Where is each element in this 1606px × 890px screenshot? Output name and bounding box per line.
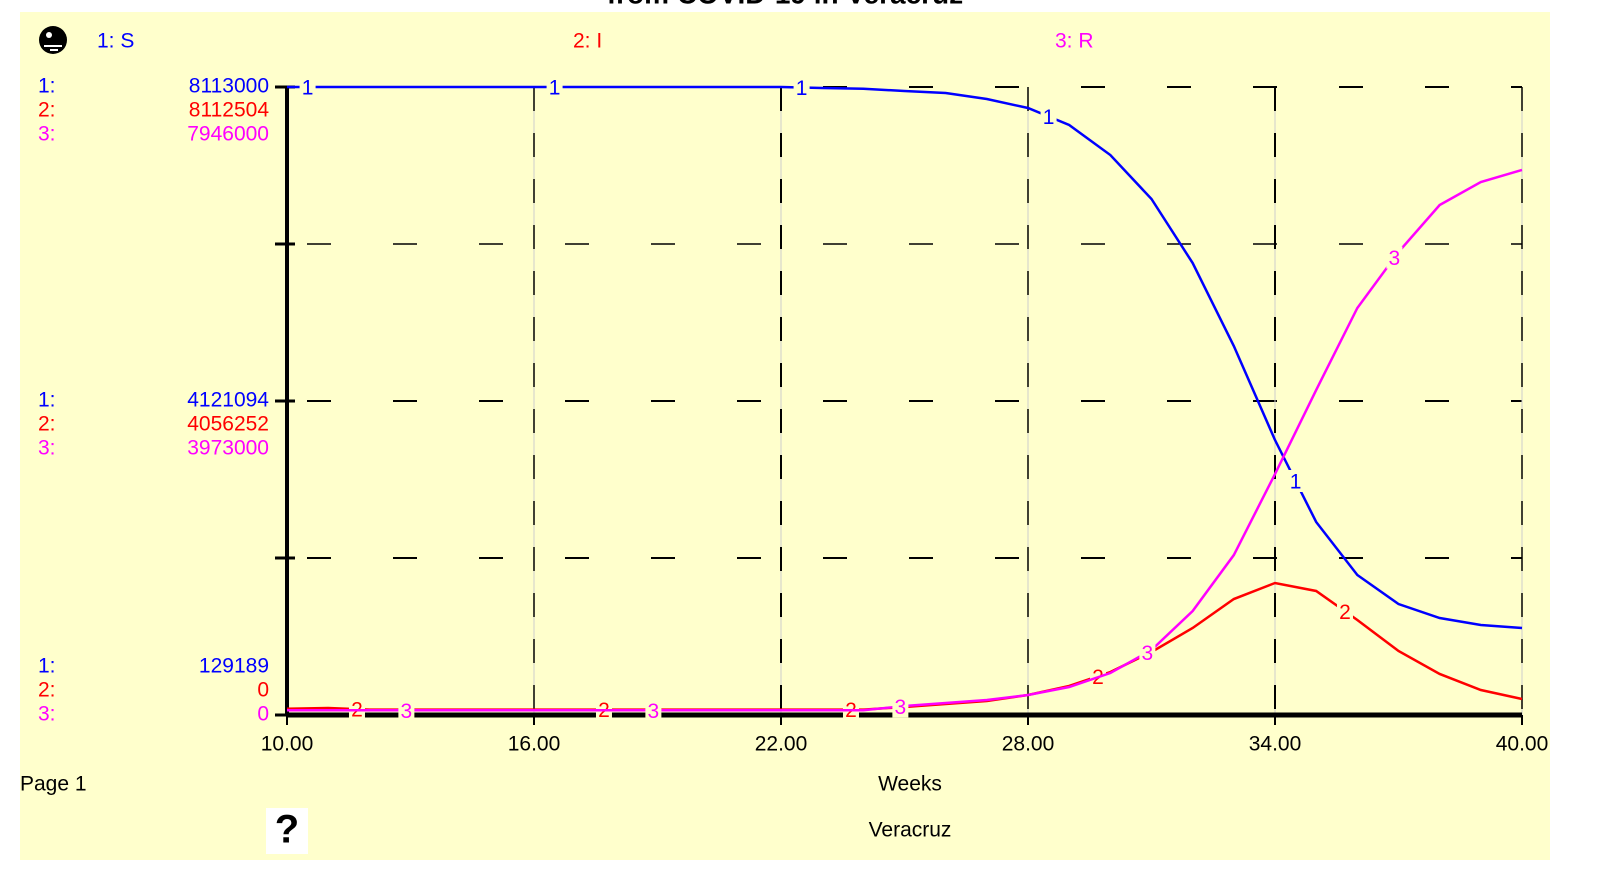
y-tick-label: 4056252 <box>187 413 269 436</box>
y-tick-label: 3973000 <box>187 437 269 460</box>
series-line <box>287 85 1523 630</box>
y-tick-prefix: 1: <box>38 655 56 678</box>
page-label: Page 1 <box>20 773 87 796</box>
curve-label-bg <box>645 699 662 722</box>
y-tick-prefix: 2: <box>38 679 56 702</box>
chart-title: from COVID-19 in Veracruz <box>607 0 963 9</box>
curve-label-bg <box>793 76 810 99</box>
curve-label-bg <box>1386 246 1403 269</box>
curve-label: 3 <box>895 696 907 719</box>
x-tick-label: 28.00 <box>1002 733 1055 756</box>
y-tick-label: 7946000 <box>187 123 269 146</box>
y-tick-prefix: 3: <box>38 703 56 726</box>
y-tick-prefix: 3: <box>38 437 56 460</box>
x-tick-label: 40.00 <box>1496 733 1549 756</box>
curve-label: 3 <box>648 700 660 723</box>
legend-entry: 1: S <box>97 30 134 53</box>
y-tick-label: 8112504 <box>189 99 270 122</box>
curve-label: 1 <box>302 77 314 100</box>
curve-label-bg <box>546 76 563 98</box>
y-tick-label: 4121094 <box>187 389 269 412</box>
curve-label: 3 <box>1142 642 1154 665</box>
y-tick-label: 0 <box>257 679 269 702</box>
x-tick-label: 34.00 <box>1249 733 1302 756</box>
curve-label-bg <box>1287 470 1304 493</box>
x-tick-label: 22.00 <box>755 733 808 756</box>
help-button[interactable]: ? <box>266 808 308 854</box>
curve-label: 1 <box>1043 106 1055 129</box>
x-axis-label: Weeks <box>878 773 942 796</box>
curve-label-bg <box>299 76 316 98</box>
x-tick-label: 10.00 <box>261 733 314 756</box>
legend-entry: 2: I <box>573 30 602 53</box>
y-tick-label: 129189 <box>199 655 269 678</box>
curve-label-bg <box>1040 105 1057 128</box>
curve-label-bg <box>1139 641 1156 664</box>
legend-entry: 3: R <box>1055 30 1094 53</box>
y-tick-label: 8113000 <box>189 75 269 98</box>
y-tick-prefix: 2: <box>38 413 56 436</box>
curve-label: 3 <box>1389 247 1401 270</box>
y-tick-prefix: 1: <box>38 389 56 412</box>
curve-label: 1 <box>796 77 808 100</box>
curve-label: 2 <box>1339 601 1351 624</box>
subtitle: Veracruz <box>869 819 952 842</box>
curve-label-bg <box>1336 600 1353 623</box>
curve-label: 1 <box>1290 471 1302 494</box>
graph-icon <box>39 26 67 54</box>
curve-label-bg <box>892 695 909 718</box>
curve-label: 1 <box>549 77 561 100</box>
curve-label: 3 <box>401 700 413 723</box>
svg-text:?: ? <box>275 808 299 852</box>
curve-label-bg <box>398 699 415 722</box>
y-tick-prefix: 3: <box>38 123 56 146</box>
y-tick-prefix: 2: <box>38 99 56 122</box>
x-tick-label: 16.00 <box>508 733 561 756</box>
y-tick-prefix: 1: <box>38 75 56 98</box>
y-tick-label: 0 <box>257 703 269 726</box>
